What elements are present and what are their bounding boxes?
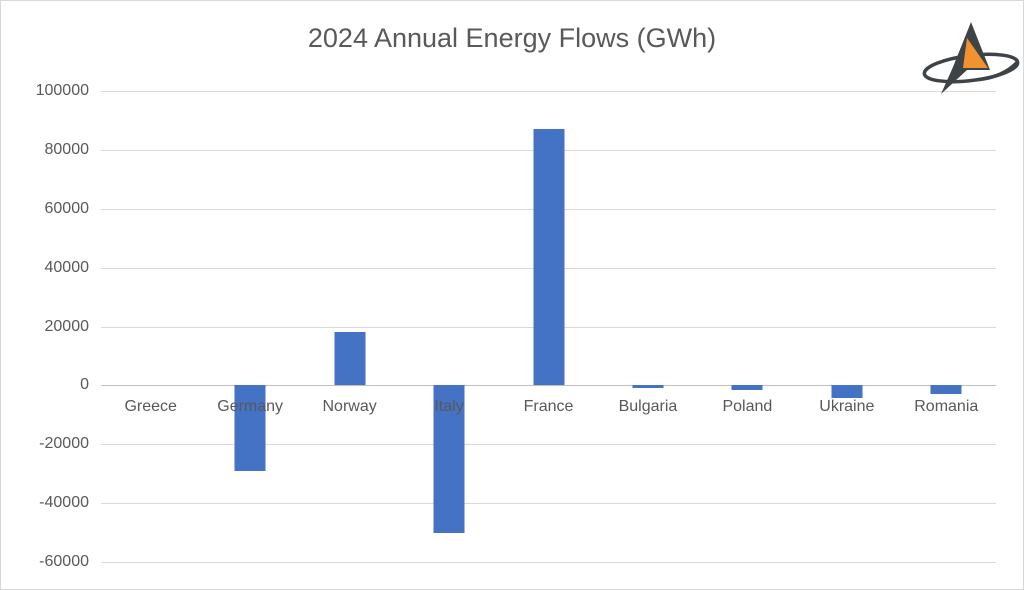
- logo: [917, 9, 1023, 107]
- y-tick-label: 80000: [44, 140, 90, 158]
- bar-ukraine: [831, 385, 863, 399]
- bar-romania: [930, 385, 962, 395]
- chart-title: 2024 Annual Energy Flows (GWh): [307, 23, 717, 53]
- gridline: [101, 91, 996, 92]
- gridline: [101, 503, 996, 505]
- x-category-label: Greece: [124, 398, 177, 416]
- zero-axis-line: [101, 385, 996, 387]
- y-tick-label: 100000: [35, 82, 89, 99]
- x-category-label: Ukraine: [819, 398, 875, 416]
- gridline: [101, 562, 996, 563]
- y-tick-label: 0: [80, 376, 89, 394]
- y-tick-label: 40000: [44, 258, 90, 276]
- y-tick-label: 20000: [44, 317, 90, 335]
- bar-bulgaria: [632, 385, 664, 388]
- chart-plot-region: 100000 80000 60000 40000 20000 0 -20000 -40000 -…: [1, 83, 1023, 570]
- y-tick-label: -40000: [39, 494, 89, 512]
- plot-area: Greece Germany Norway Italy France Bulgaria Po…: [101, 91, 996, 563]
- x-category-label: Romania: [914, 398, 979, 416]
- x-category-label: France: [523, 398, 574, 416]
- y-tick-label: -60000: [39, 553, 89, 570]
- x-category-label: Italy: [434, 398, 464, 416]
- bar-poland: [731, 385, 763, 391]
- gridline: [101, 444, 996, 446]
- logo-orange-triangle: [963, 38, 988, 68]
- y-tick-label: -20000: [39, 435, 89, 453]
- x-category-label: Germany: [217, 398, 284, 416]
- bar-germany: [234, 385, 266, 471]
- y-tick-label: 60000: [44, 199, 90, 217]
- x-category-label: Norway: [322, 398, 377, 416]
- bar-norway: [334, 332, 366, 386]
- logo-orbit-front-arc: [977, 60, 1019, 82]
- x-category-label: Poland: [722, 398, 773, 416]
- bar-france: [533, 129, 564, 386]
- arrow-compass-logo-icon: [922, 22, 1020, 94]
- bar-italy: [433, 385, 465, 533]
- x-category-label: Bulgaria: [618, 398, 678, 416]
- y-axis-labels: 100000 80000 60000 40000 20000 0 -20000 -40000 -…: [1, 83, 93, 570]
